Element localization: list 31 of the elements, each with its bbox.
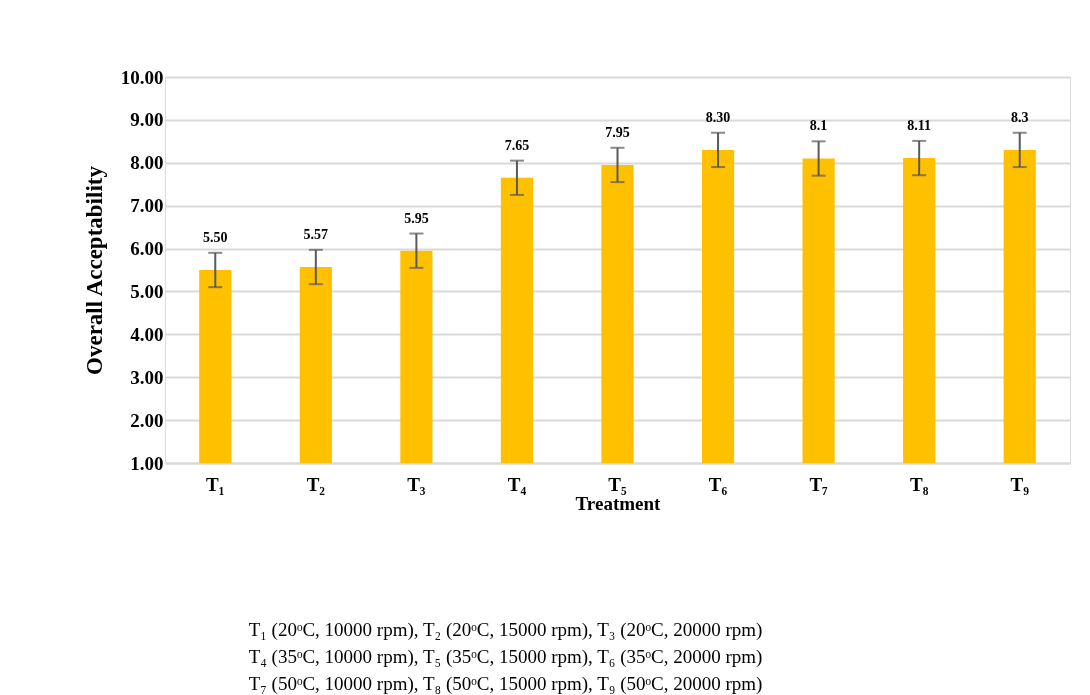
data-label: 8.30 (705, 109, 731, 125)
x-tick-label: T₆ (708, 473, 728, 495)
x-tick-label: T₇ (809, 473, 829, 495)
y-tick-label: 8.00 (130, 152, 164, 174)
x-tick-label: T₂ (306, 473, 326, 495)
data-label: 7.65 (504, 137, 530, 153)
x-tick-label: T₃ (407, 473, 426, 495)
y-tick-label: 7.00 (130, 195, 164, 217)
text: T₄ (35ᵒC, 10000 rpm), T₅ (35ᵒC, 15000 rpm), T₆ (35ᵒC, 20000 rpm) (248, 646, 763, 668)
x-tick-label: T₁ (206, 473, 225, 495)
y-axis-title: Overall Acceptability (81, 165, 107, 375)
y-tick-label: 1.00 (130, 452, 164, 474)
y-tick-label: 3.00 (130, 366, 164, 388)
data-label: 7.95 (605, 124, 630, 140)
y-tick-label: 6.00 (130, 238, 164, 260)
data-label: 5.57 (303, 226, 329, 242)
data-label: 8.11 (907, 117, 932, 133)
text: T₇ (50ᵒC, 10000 rpm), T₈ (50ᵒC, 15000 rpm), T₉ (50ᵒC, 20000 rpm) (248, 673, 763, 695)
y-tick-label: 5.00 (130, 280, 164, 302)
x-tick-label: T₄ (507, 473, 527, 495)
data-label: 8.3 (1010, 109, 1029, 125)
data-label: 5.50 (203, 229, 228, 245)
x-tick-label: T₈ (909, 473, 929, 495)
y-tick-label: 10.00 (120, 66, 164, 88)
x-tick-label: T₉ (1010, 473, 1030, 495)
y-tick-label: 9.00 (130, 109, 164, 131)
text: T₁ (20ᵒC, 10000 rpm), T₂ (20ᵒC, 15000 rpm), T₃ (20ᵒC, 20000 rpm) (248, 619, 763, 641)
data-label: 5.95 (404, 210, 429, 226)
y-tick-label: 4.00 (130, 323, 164, 345)
data-label: 8.1 (809, 118, 828, 134)
y-tick-label: 2.00 (130, 409, 164, 431)
